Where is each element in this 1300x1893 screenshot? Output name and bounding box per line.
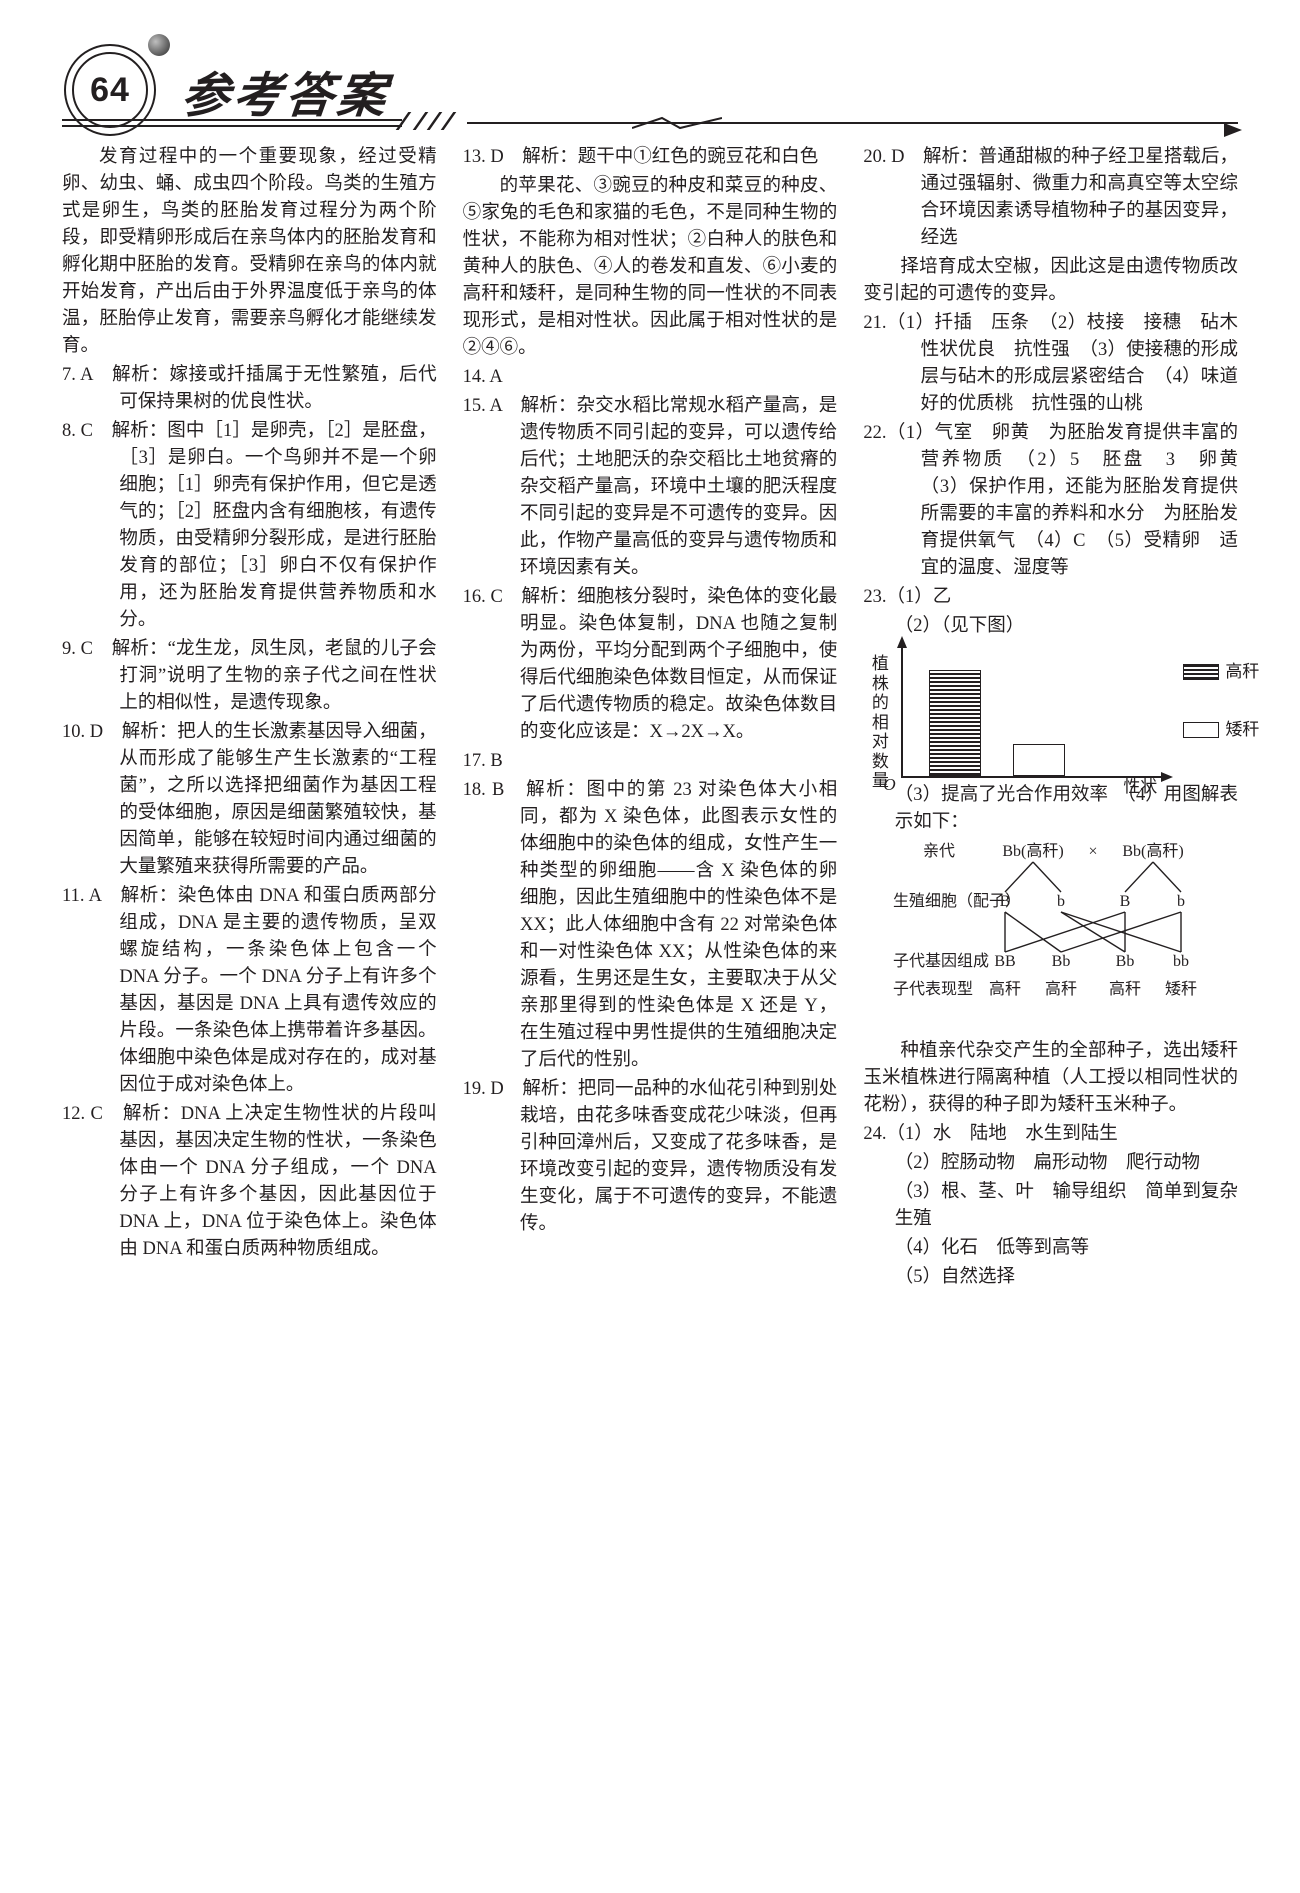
svg-text:B: B: [1000, 893, 1011, 910]
answer-item: 21.（1）扦插 压条 （2）枝接 接穗 砧木 性状优良 抗性强 （3）使接穗的…: [863, 310, 1238, 418]
svg-text:Bb: Bb: [1052, 953, 1071, 970]
answer-item: 13. D 解析：题干中①红色的豌豆花和白色: [463, 144, 838, 171]
answer-item: 17. B: [463, 748, 838, 775]
svg-text:b: b: [1177, 893, 1185, 910]
chart-x-label: 性状: [1123, 775, 1157, 800]
q23-bar-chart: 植株的相对数量 O 性状 高秆矮秆: [901, 646, 1238, 778]
answer-item: 7. A 解析：嫁接或扦插属于无性繁殖，后代可保持果树的优良性状。: [62, 362, 437, 416]
answer-para: 的苹果花、③豌豆的种皮和菜豆的种皮、⑤家兔的毛色和家猫的毛色，不是同种生物的性状…: [463, 173, 838, 362]
arrow-right-icon: [1224, 123, 1242, 137]
svg-text:子代表现型: 子代表现型: [893, 980, 973, 998]
chart-legend-item: 矮秆: [1183, 718, 1259, 743]
svg-text:B: B: [1120, 893, 1131, 910]
svg-text:Bb: Bb: [1116, 953, 1135, 970]
legend-label: 高秆: [1225, 660, 1259, 685]
svg-text:高秆: 高秆: [1045, 980, 1077, 998]
svg-text:BB: BB: [995, 953, 1016, 970]
answer-subitem: （4）化石 低等到高等: [863, 1235, 1238, 1262]
answer-item: 16. C 解析：细胞核分裂时，染色体的变化最明显。染色体复制，DNA 也随之复…: [463, 584, 838, 746]
answer-subitem: （5）自然选择: [863, 1264, 1238, 1291]
axis-arrow-right-icon: [1161, 772, 1173, 782]
answer-item: 11. A 解析：染色体由 DNA 和蛋白质两部分组成，DNA 是主要的遗传物质…: [62, 883, 437, 1099]
svg-text:×: ×: [1089, 843, 1098, 860]
chart-bar: [929, 670, 981, 776]
answer-item: 24.（1）水 陆地 水生到陆生: [863, 1121, 1238, 1148]
answer-item: 15. A 解析：杂交水稻比常规水稻产量高，是遗传物质不同引起的变异，可以遗传给…: [463, 393, 838, 582]
answer-item: 10. D 解析：把人的生长激素基因导入细菌，从而形成了能够生产生长激素的“工程…: [62, 719, 437, 881]
q23-cross-diagram: 亲代Bb(高秆)×Bb(高秆)生殖细胞（配子）BbBb子代基因组成BBBbBbb…: [893, 840, 1238, 1032]
answer-item: 20. D 解析：普通甜椒的种子经卫星搭载后，通过强辐射、微重力和高真空等太空综…: [863, 144, 1238, 252]
svg-text:Bb(高秆): Bb(高秆): [1123, 842, 1184, 860]
answer-subitem: （3）根、茎、叶 输导组织 简单到复杂生殖: [863, 1179, 1238, 1233]
badge-dot-icon: [148, 34, 170, 56]
chart-y-label: 植株的相对数量: [869, 654, 891, 791]
legend-swatch-icon: [1183, 664, 1219, 680]
chart-legend-item: 高秆: [1183, 660, 1259, 685]
page-header: 64 参考答案: [62, 38, 1238, 130]
answer-item: 19. D 解析：把同一品种的水仙花引种到别处栽培，由花多味香变成花少味淡，但再…: [463, 1076, 838, 1238]
answer-subitem: （2）腔肠动物 扁形动物 爬行动物: [863, 1150, 1238, 1177]
answer-para: 发育过程中的一个重要现象，经过受精卵、幼虫、蛹、成虫四个阶段。鸟类的生殖方式是卵…: [62, 144, 437, 360]
chart-bar: [1013, 744, 1065, 776]
answer-para: 择培育成太空椒，因此这是由遗传物质改变引起的可遗传的变异。: [863, 254, 1238, 308]
answer-subitem: （2）（见下图）: [863, 613, 1238, 640]
svg-text:bb: bb: [1173, 953, 1189, 970]
answer-item: 12. C 解析：DNA 上决定生物性状的片段叫基因，基因决定生物的性状，一条染…: [62, 1101, 437, 1263]
answer-item: 23.（1）乙: [863, 584, 1238, 611]
svg-text:亲代: 亲代: [923, 842, 955, 860]
svg-text:高秆: 高秆: [1109, 980, 1141, 998]
header-rule: [62, 116, 1238, 134]
answer-para: 种植亲代杂交产生的全部种子，选出矮秆玉米植株进行隔离种植（人工授以相同性状的花粉…: [863, 1038, 1238, 1119]
answer-item: 8. C 解析：图中［1］是卵壳，［2］是胚盘，［3］是卵白。一个鸟卵并不是一个…: [62, 418, 437, 634]
answer-item: 9. C 解析：“龙生龙，凤生凤，老鼠的儿子会打洞”说明了生物的亲子代之间在性状…: [62, 636, 437, 717]
answer-item: 14. A: [463, 364, 838, 391]
svg-text:Bb(高秆): Bb(高秆): [1003, 842, 1064, 860]
svg-text:b: b: [1057, 893, 1065, 910]
legend-swatch-icon: [1183, 722, 1219, 738]
svg-text:子代基因组成: 子代基因组成: [893, 952, 989, 970]
legend-label: 矮秆: [1225, 718, 1259, 743]
answer-item: 22.（1）气室 卵黄 为胚胎发育提供丰富的营养物质 （2）5 胚盘 3 卵黄 …: [863, 420, 1238, 582]
svg-text:高秆: 高秆: [989, 980, 1021, 998]
answer-subitem: （3）提高了光合作用效率 （4）用图解表示如下：: [863, 782, 1238, 836]
answer-item: 18. B 解析：图中的第 23 对染色体大小相同，都为 X 染色体，此图表示女…: [463, 777, 838, 1074]
svg-text:矮秆: 矮秆: [1165, 980, 1197, 998]
chart-origin-label: O: [883, 773, 895, 798]
axis-arrow-up-icon: [897, 636, 907, 648]
answer-columns: 发育过程中的一个重要现象，经过受精卵、幼虫、蛹、成虫四个阶段。鸟类的生殖方式是卵…: [62, 144, 1238, 1291]
